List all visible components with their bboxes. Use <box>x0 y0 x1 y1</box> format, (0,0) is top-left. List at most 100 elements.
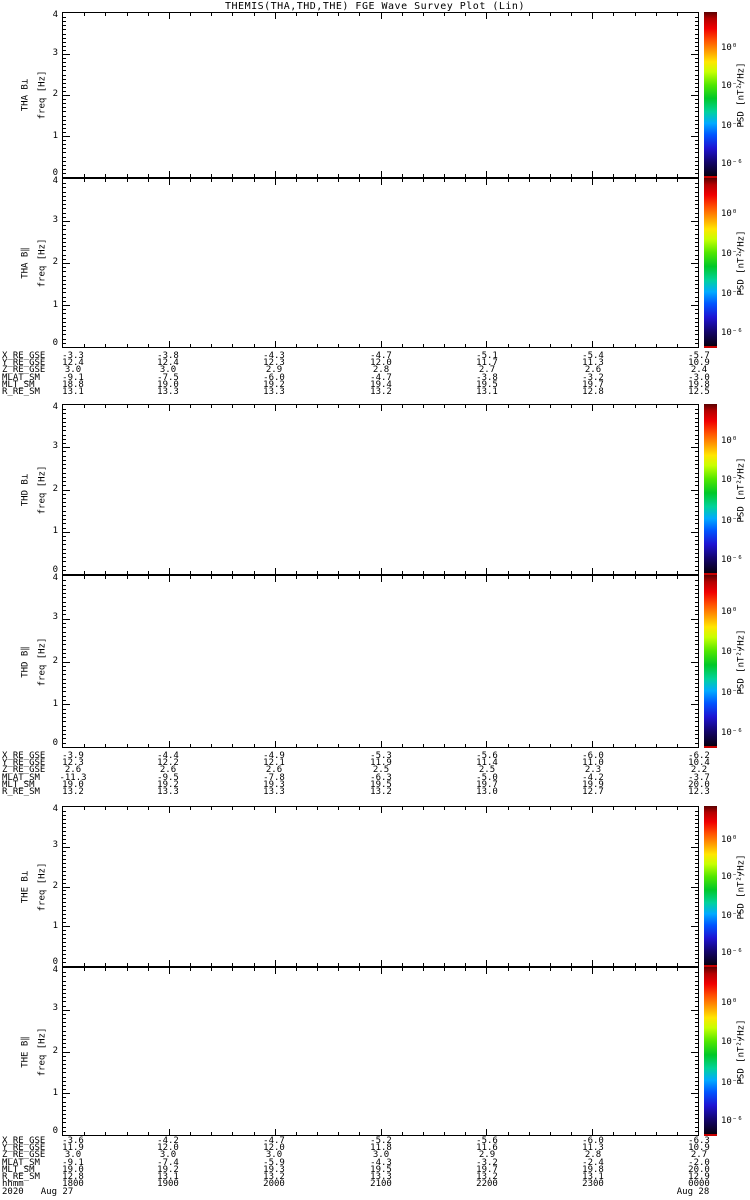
y-tick <box>695 610 698 611</box>
y-tick <box>63 225 66 226</box>
x-tick <box>211 963 212 966</box>
x-tick <box>423 571 424 574</box>
x-tick <box>550 174 551 177</box>
y-tick <box>695 132 698 133</box>
y-tick <box>63 1018 66 1019</box>
y-tick <box>695 481 698 482</box>
x-tick <box>508 344 509 347</box>
x-tick <box>444 405 445 408</box>
y-tick <box>63 906 66 907</box>
y-tick <box>63 619 70 620</box>
y-tick <box>695 343 698 344</box>
y-tick <box>695 934 698 935</box>
y-tick <box>695 1043 698 1044</box>
x-tick <box>508 13 509 16</box>
y-tick <box>63 305 70 306</box>
x-tick <box>148 344 149 347</box>
x-tick <box>613 968 614 971</box>
x-tick <box>571 807 572 810</box>
y-tick <box>691 1093 698 1094</box>
x-tick <box>550 576 551 579</box>
y-tick <box>695 636 698 637</box>
y-tick <box>695 439 698 440</box>
x-tick <box>211 174 212 177</box>
eph-value: 13.1 <box>476 387 498 397</box>
eph-row-label: R_RE_SM <box>2 1172 40 1182</box>
x-tick <box>317 174 318 177</box>
y-tick <box>63 985 66 986</box>
y-tick <box>695 1006 698 1007</box>
y-tick <box>63 1064 66 1065</box>
y-tick <box>63 1097 66 1098</box>
y-tick <box>63 161 66 162</box>
x-tick <box>402 13 403 16</box>
x-tick <box>105 1132 106 1135</box>
y-tick-label: 3 <box>52 840 58 850</box>
colorbar-tick-label: 10⁰ <box>721 43 738 53</box>
x-tick <box>508 179 509 182</box>
y-tick <box>695 111 698 112</box>
y-tick <box>63 515 66 516</box>
y-tick <box>63 687 66 688</box>
y-tick <box>695 66 698 67</box>
y-tick <box>63 418 66 419</box>
y-tick-label: 0 <box>52 565 58 575</box>
x-tick <box>317 13 318 16</box>
x-tick <box>169 741 170 747</box>
x-tick <box>444 344 445 347</box>
y-tick-label: 1 <box>52 1088 58 1098</box>
x-tick <box>465 13 466 16</box>
x-tick <box>84 179 85 182</box>
y-tick <box>695 623 698 624</box>
y-tick <box>63 165 66 166</box>
y-tick <box>695 187 698 188</box>
y-tick <box>695 242 698 243</box>
x-tick <box>254 179 255 182</box>
y-tick <box>695 1026 698 1027</box>
x-tick <box>232 405 233 408</box>
eph-value: -3.0 <box>688 373 710 383</box>
y-tick <box>63 914 66 915</box>
y-tick <box>695 827 698 828</box>
y-tick <box>63 1068 66 1069</box>
y-tick <box>63 636 66 637</box>
x-tick <box>592 741 593 747</box>
y-tick <box>695 640 698 641</box>
y-tick <box>695 696 698 697</box>
x-tick <box>254 571 255 574</box>
x-tick <box>84 344 85 347</box>
x-tick <box>550 807 551 810</box>
x-tick <box>359 807 360 810</box>
y-tick <box>63 557 66 558</box>
x-tick <box>381 1129 382 1135</box>
y-tick <box>63 691 66 692</box>
y-tick <box>63 259 66 260</box>
x-tick <box>127 174 128 177</box>
y-tick-label: 2 <box>52 484 58 494</box>
colorbar-tick-label: 10⁰ <box>721 835 738 845</box>
x-tick <box>465 174 466 177</box>
x-tick <box>275 807 276 813</box>
x-tick <box>677 344 678 347</box>
y-tick <box>63 997 66 998</box>
x-tick <box>402 174 403 177</box>
y-tick <box>695 666 698 667</box>
y-tick <box>63 721 66 722</box>
x-tick <box>84 807 85 810</box>
x-tick <box>529 963 530 966</box>
x-tick <box>148 1132 149 1135</box>
y-tick <box>63 54 70 55</box>
x-tick <box>423 1132 424 1135</box>
eph-value: 2.7 <box>690 1150 708 1160</box>
y-tick <box>691 887 698 888</box>
colorbar-tick-label: 10⁰ <box>721 209 738 219</box>
y-tick <box>63 343 66 344</box>
y-tick <box>63 958 66 959</box>
x-tick <box>169 1129 170 1135</box>
y-tick <box>63 1043 66 1044</box>
y-tick <box>63 867 66 868</box>
x-tick <box>677 807 678 810</box>
y-tick <box>695 204 698 205</box>
y-tick <box>63 717 66 718</box>
y-tick <box>63 934 66 935</box>
